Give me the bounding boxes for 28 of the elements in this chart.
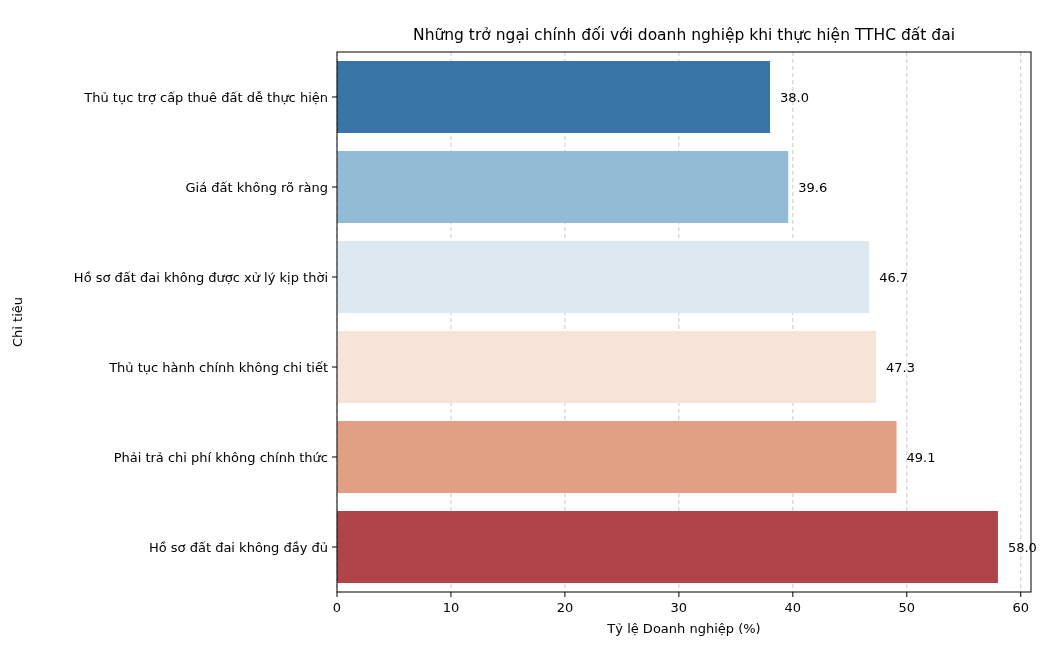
- data-label: 38.0: [780, 89, 809, 105]
- x-tick-label: 0: [332, 600, 342, 615]
- x-tick-label: 10: [442, 600, 460, 615]
- bar: [337, 241, 870, 313]
- x-tick-label: 60: [1012, 600, 1030, 615]
- x-tick-label: 50: [898, 600, 916, 615]
- y-tick-label: Thủ tục hành chính không chi tiết: [108, 359, 328, 375]
- data-label: 39.6: [798, 179, 828, 195]
- chart-title: Những trở ngại chính đối với doanh nghiệp khi thực hiện TTHC đất đai: [413, 26, 955, 44]
- x-tick-label: 40: [784, 600, 802, 615]
- y-tick-label: Hồ sơ đất đai không đầy đủ: [148, 539, 328, 555]
- y-tick-label: Giá đất không rõ ràng: [185, 179, 328, 195]
- data-label: 58.0: [1007, 539, 1037, 555]
- y-axis-title: Chỉ tiêu: [10, 296, 25, 348]
- y-tick-label: Phải trả chi phí không chính thức: [113, 449, 328, 465]
- bar: [337, 61, 771, 133]
- data-label: 46.7: [879, 269, 909, 285]
- y-tick-label: Thủ tục trợ cấp thuê đất dễ thực hiện: [83, 89, 328, 105]
- x-tick-label: 30: [670, 600, 688, 615]
- bar: [337, 421, 897, 493]
- x-axis-title: Tỷ lệ Doanh nghiệp (%): [606, 621, 761, 636]
- bar: [337, 151, 789, 223]
- data-label: 49.1: [906, 449, 936, 465]
- y-tick-label: Hồ sơ đất đai không được xử lý kịp thời: [73, 269, 328, 285]
- bar: [337, 511, 998, 583]
- data-label: 47.3: [886, 359, 915, 375]
- x-tick-label: 20: [556, 600, 574, 615]
- bar: [337, 331, 877, 403]
